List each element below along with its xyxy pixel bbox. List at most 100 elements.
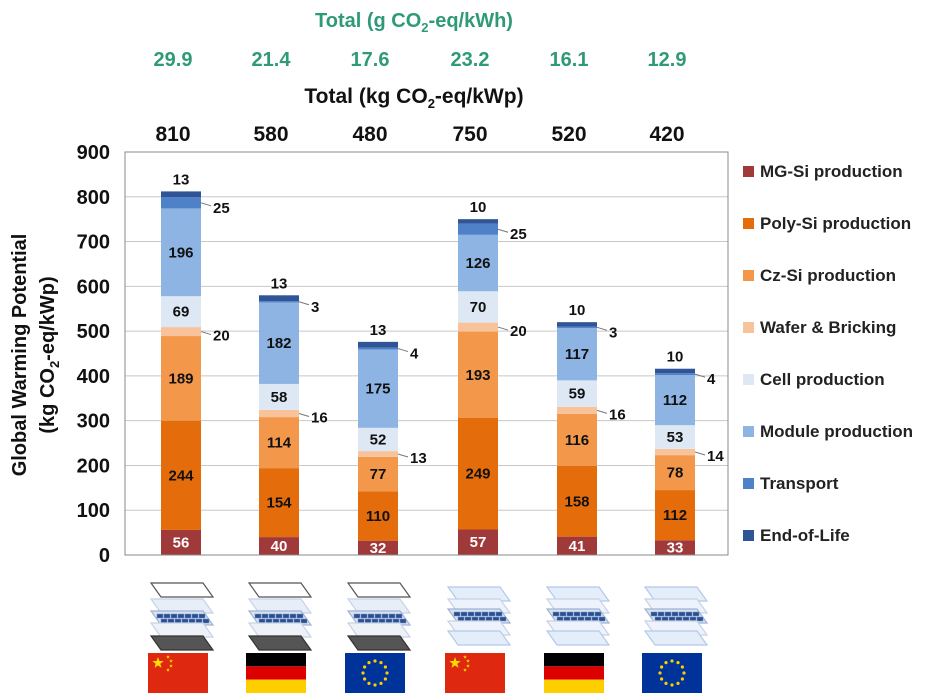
y-tick-label: 200 <box>77 455 110 477</box>
legend-label: End-of-Life <box>760 526 850 545</box>
bar-segment <box>557 536 597 555</box>
y-tick-label: 800 <box>77 187 110 209</box>
bar-value-label: 16 <box>311 410 328 427</box>
bar-value-label: 196 <box>168 244 193 261</box>
bar-value-label: 20 <box>213 328 230 345</box>
bar-value-label: 20 <box>510 323 527 340</box>
total-kwp-label: 480 <box>352 123 387 146</box>
bar-segment <box>161 197 201 209</box>
legend-label: Poly-Si production <box>760 214 911 233</box>
bar-value-label: 56 <box>173 534 190 551</box>
bar-segment <box>557 406 597 414</box>
bar-segment <box>358 349 398 428</box>
y-tick-label: 900 <box>77 142 110 164</box>
total-kwp-label: 810 <box>155 123 190 146</box>
glass-backsheet-module-icon <box>149 582 215 651</box>
bar-value-label: 189 <box>168 370 193 387</box>
bar-value-label: 112 <box>663 507 687 524</box>
bar-segment <box>458 234 498 292</box>
bar-segment <box>161 208 201 297</box>
bar-value-label: 10 <box>569 302 586 319</box>
bar-segment <box>358 427 398 452</box>
legend-label: Module production <box>760 422 913 441</box>
bar-value-label: 40 <box>271 538 288 555</box>
bar-value-label: 13 <box>173 171 190 188</box>
bar-value-label: 58 <box>271 389 288 406</box>
bar-segment <box>161 529 201 555</box>
totals-kwh-row: 29.9 21.4 17.6 23.2 16.1 12.9 <box>154 49 687 71</box>
bar-segment <box>655 373 695 375</box>
legend: MG-Si production Poly-Si production Cz-Si … <box>743 162 913 545</box>
eu-flag-icon <box>345 653 405 693</box>
bar-segment <box>358 540 398 555</box>
bar-segment <box>161 420 201 530</box>
label-leader <box>596 409 608 414</box>
y-tick-label: 500 <box>77 321 110 343</box>
bar-segment <box>557 413 597 466</box>
bar-segment <box>655 540 695 555</box>
bar-segment <box>655 374 695 426</box>
label-leader <box>200 202 212 207</box>
legend-swatch <box>743 530 754 541</box>
bar-value-label: 10 <box>667 349 684 366</box>
bar-value-label: 14 <box>707 448 724 465</box>
bar-value-label: 114 <box>267 435 292 452</box>
bar-value-label: 59 <box>569 386 586 403</box>
bar-segment <box>358 491 398 541</box>
y-tick-label: 700 <box>77 232 110 254</box>
glass-backsheet-module-icon <box>247 582 313 651</box>
total-kwh-label: 16.1 <box>550 49 589 71</box>
legend-swatch <box>743 322 754 333</box>
legend-swatch <box>743 426 754 437</box>
label-leader <box>596 326 608 331</box>
bar-value-label: 110 <box>366 508 390 525</box>
bar-segment <box>655 425 695 449</box>
bar-value-label: 193 <box>465 367 490 384</box>
total-kwh-label: 29.9 <box>154 49 193 71</box>
bar-segment <box>358 341 398 348</box>
total-kwh-label: 21.4 <box>252 49 292 71</box>
bar-value-label: 4 <box>410 346 419 363</box>
bar-value-label: 70 <box>470 299 487 316</box>
bar-value-label: 244 <box>168 467 194 484</box>
title-second: Total (kg CO2-eq/kWp) <box>304 85 523 111</box>
bar-segment <box>259 468 299 538</box>
eu-flag-icon <box>642 653 702 693</box>
bars: 56 244 189 20 69 196 25 13 40 154 114 16 58 182 3 13 32 1… <box>161 171 724 557</box>
label-leader <box>298 413 310 417</box>
total-kwp-label: 750 <box>452 123 487 146</box>
bar-value-label: 126 <box>465 255 490 272</box>
bar-value-label: 16 <box>609 406 626 423</box>
bar-segment <box>557 326 597 328</box>
legend-label: Transport <box>760 474 839 493</box>
bar-segment <box>458 417 498 530</box>
y-tick-label: 300 <box>77 411 110 433</box>
total-kwp-label: 580 <box>253 123 288 146</box>
bar-value-label: 116 <box>565 432 589 449</box>
bar-segment <box>259 537 299 555</box>
bar-segment <box>557 465 597 537</box>
legend-swatch <box>743 166 754 177</box>
total-kwh-label: 12.9 <box>648 49 687 71</box>
glass-backsheet-module-icon <box>346 582 412 651</box>
bar-segment <box>655 490 695 541</box>
label-leader <box>694 373 706 378</box>
bar-value-label: 13 <box>410 450 427 467</box>
plot-frame <box>124 151 729 556</box>
bar-value-label: 25 <box>213 200 230 217</box>
bar-segment <box>161 327 201 337</box>
china-flag-icon <box>148 653 208 693</box>
label-leader <box>497 228 509 233</box>
svg-text:(kg CO2-eq/kWp): (kg CO2-eq/kWp) <box>37 276 62 433</box>
bar-segment <box>358 451 398 457</box>
bar-segment <box>358 456 398 492</box>
label-leader <box>397 348 409 353</box>
bar-value-label: 3 <box>609 324 617 341</box>
y-tick-label: 600 <box>77 276 110 298</box>
legend-swatch <box>743 218 754 229</box>
label-leader <box>298 301 310 306</box>
bar-segment <box>458 331 498 418</box>
bar-segment <box>458 291 498 323</box>
legend-label: Wafer & Bricking <box>760 318 896 337</box>
